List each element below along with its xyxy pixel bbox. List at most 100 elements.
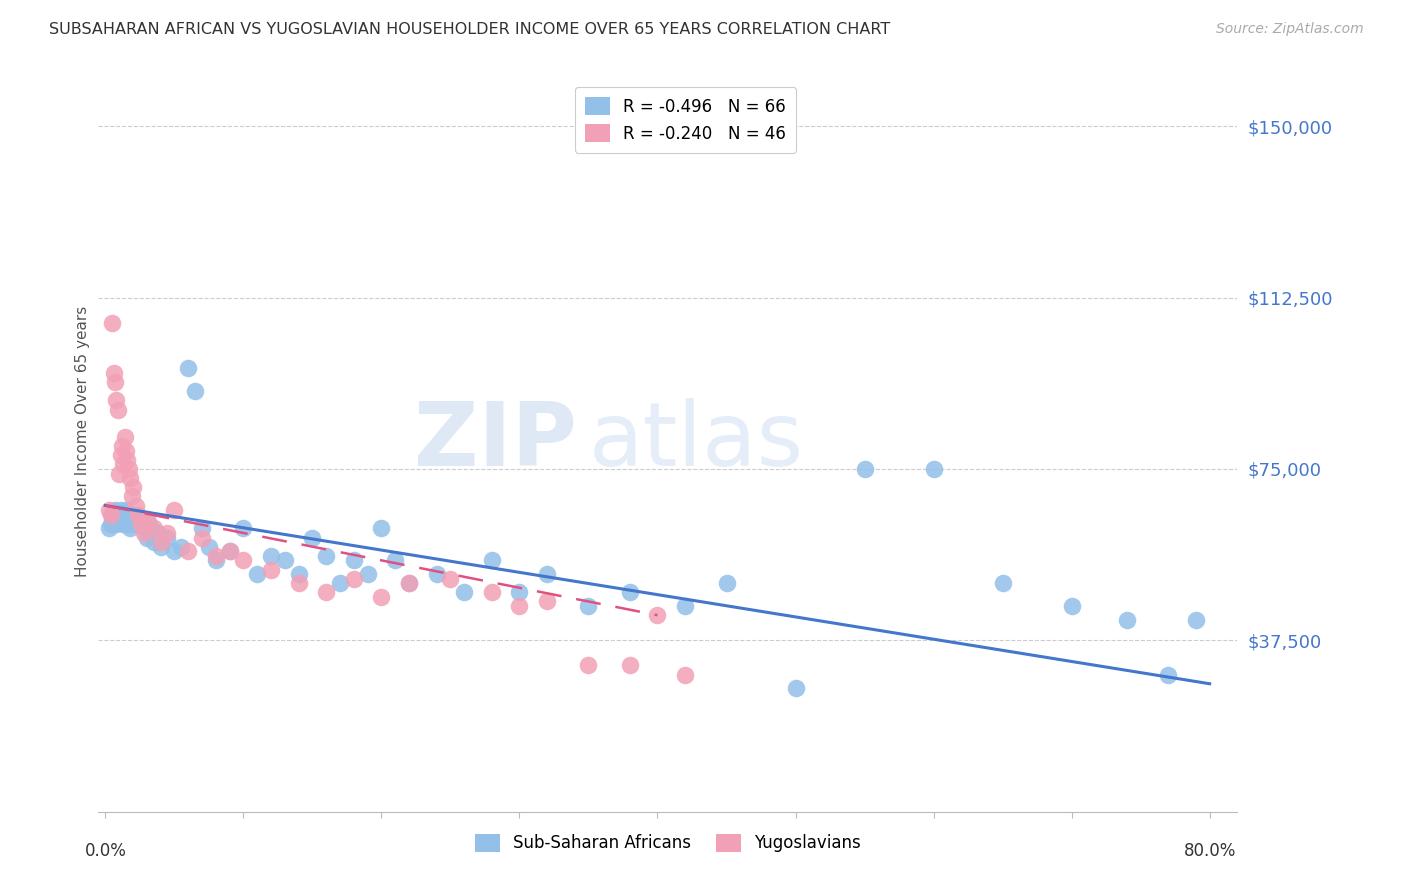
Point — [481, 553, 503, 567]
Point — [117, 452, 139, 467]
Point — [149, 535, 172, 549]
Point — [103, 512, 125, 526]
Point — [142, 521, 165, 535]
Text: atlas: atlas — [588, 398, 803, 485]
Point — [129, 512, 152, 526]
Text: ZIP: ZIP — [413, 398, 576, 485]
Point — [118, 462, 141, 476]
Point — [398, 576, 420, 591]
Point — [122, 516, 145, 531]
Point — [232, 521, 254, 535]
Point — [370, 521, 392, 535]
Point — [163, 503, 186, 517]
Point — [508, 599, 530, 613]
Text: SUBSAHARAN AFRICAN VS YUGOSLAVIAN HOUSEHOLDER INCOME OVER 65 YEARS CORRELATION C: SUBSAHARAN AFRICAN VS YUGOSLAVIAN HOUSEH… — [49, 22, 890, 37]
Point — [125, 508, 148, 522]
Point — [439, 572, 461, 586]
Point — [163, 544, 186, 558]
Point — [156, 525, 179, 540]
Point — [647, 608, 669, 623]
Point — [301, 531, 323, 545]
Point — [146, 525, 169, 540]
Point — [112, 458, 135, 472]
Point — [991, 576, 1014, 591]
Point — [100, 508, 122, 522]
Point — [101, 316, 124, 330]
Point — [508, 585, 530, 599]
Point — [104, 503, 127, 517]
Point — [1115, 613, 1137, 627]
Point — [329, 576, 352, 591]
Point — [103, 366, 125, 380]
Point — [716, 576, 738, 591]
Point — [578, 658, 600, 673]
Point — [287, 567, 309, 582]
Point — [110, 448, 132, 462]
Point — [127, 516, 149, 531]
Point — [114, 512, 136, 526]
Point — [132, 521, 155, 535]
Point — [315, 585, 337, 599]
Point — [135, 512, 157, 526]
Point — [105, 516, 128, 531]
Legend: Sub-Saharan Africans, Yugoslavians: Sub-Saharan Africans, Yugoslavians — [468, 827, 868, 859]
Point — [132, 525, 155, 540]
Point — [127, 508, 149, 522]
Point — [426, 567, 449, 582]
Point — [125, 499, 148, 513]
Point — [1060, 599, 1083, 613]
Point — [110, 503, 132, 517]
Point — [107, 402, 129, 417]
Point — [105, 393, 128, 408]
Point — [138, 516, 160, 531]
Point — [370, 590, 392, 604]
Point — [98, 521, 121, 535]
Point — [107, 508, 129, 522]
Point — [191, 531, 214, 545]
Point — [343, 572, 366, 586]
Point — [100, 516, 122, 531]
Point — [204, 549, 226, 563]
Point — [177, 361, 200, 376]
Point — [343, 553, 366, 567]
Point — [114, 430, 136, 444]
Point — [218, 544, 240, 558]
Point — [853, 462, 876, 476]
Point — [170, 540, 193, 554]
Point — [108, 467, 131, 481]
Point — [1185, 613, 1208, 627]
Point — [246, 567, 269, 582]
Point — [104, 375, 127, 389]
Point — [118, 508, 141, 522]
Point — [101, 508, 124, 522]
Point — [120, 471, 142, 485]
Point — [108, 512, 131, 526]
Point — [536, 594, 558, 608]
Point — [177, 544, 200, 558]
Point — [287, 576, 309, 591]
Point — [184, 384, 207, 399]
Point — [111, 508, 134, 522]
Point — [135, 531, 157, 545]
Point — [121, 512, 143, 526]
Point — [274, 553, 297, 567]
Point — [198, 540, 221, 554]
Point — [115, 443, 138, 458]
Point — [120, 521, 142, 535]
Point — [112, 516, 135, 531]
Point — [785, 681, 807, 696]
Y-axis label: Householder Income Over 65 years: Householder Income Over 65 years — [75, 306, 90, 577]
Point — [315, 549, 337, 563]
Point — [204, 553, 226, 567]
Point — [384, 553, 406, 567]
Point — [98, 503, 121, 517]
Point — [260, 549, 283, 563]
Point — [218, 544, 240, 558]
Text: 80.0%: 80.0% — [1184, 842, 1236, 860]
Point — [260, 562, 283, 576]
Point — [619, 585, 641, 599]
Point — [142, 535, 165, 549]
Text: Source: ZipAtlas.com: Source: ZipAtlas.com — [1216, 22, 1364, 37]
Text: 0.0%: 0.0% — [84, 842, 127, 860]
Point — [619, 658, 641, 673]
